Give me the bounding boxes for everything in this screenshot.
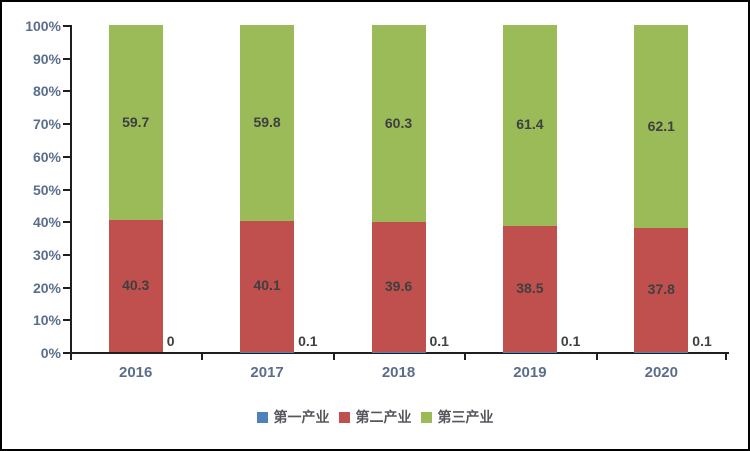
y-axis-tick-label: 30% — [32, 246, 61, 263]
bar-segment-第三产业 — [502, 25, 557, 226]
x-axis-tick — [464, 352, 467, 360]
bar-segment-第二产业 — [108, 220, 163, 352]
legend-swatch-icon — [420, 411, 432, 423]
bar-segment-第二产业 — [371, 222, 426, 352]
legend: 第一产业 第二产业 第三产业 — [2, 409, 748, 425]
legend-label: 第三产业 — [437, 409, 494, 425]
data-label-第一产业: 0.1 — [429, 333, 449, 349]
data-label-第三产业: 60.3 — [384, 114, 413, 131]
x-axis-tick — [70, 352, 72, 360]
legend-item-第三产业: 第三产业 — [420, 409, 494, 425]
y-axis-tick — [63, 188, 72, 191]
y-axis-tick — [63, 90, 72, 93]
legend-swatch-icon — [338, 411, 350, 423]
x-axis-category-label: 2020 — [644, 364, 678, 381]
y-axis-tick-label: 40% — [32, 214, 61, 231]
y-axis-tick — [63, 25, 72, 27]
bar-segment-第三产业 — [634, 25, 689, 229]
bar-segment-第三产业 — [108, 25, 163, 221]
y-axis-tick-label: 20% — [32, 279, 61, 296]
y-axis-tick-label: 70% — [32, 116, 61, 133]
x-axis-category-label: 2018 — [381, 364, 416, 381]
legend-item-第一产业: 第一产业 — [256, 409, 330, 425]
x-axis-tick — [725, 352, 727, 360]
data-label-第二产业: 40.3 — [122, 277, 150, 294]
y-axis-tick — [63, 253, 72, 256]
bar-segment-第二产业 — [240, 220, 295, 352]
bar-segment-第三产业 — [371, 25, 426, 223]
data-label-第二产业: 39.6 — [384, 277, 413, 294]
y-axis-tick — [63, 123, 72, 126]
y-axis-tick-label: 10% — [32, 312, 61, 329]
data-label-第一产业: 0.1 — [560, 333, 581, 349]
x-axis-line — [63, 352, 729, 354]
legend-label: 第二产业 — [355, 409, 412, 425]
data-label-第三产业: 59.7 — [122, 113, 150, 130]
y-axis-tick — [63, 155, 72, 158]
data-label-第一产业: 0 — [166, 333, 175, 349]
bar-segment-第二产业 — [634, 228, 689, 352]
x-axis-category-label: 2019 — [513, 364, 547, 381]
y-axis-tick — [63, 57, 72, 60]
y-axis-tick-label: 50% — [32, 181, 61, 198]
x-axis-tick — [332, 352, 335, 360]
y-axis-tick — [63, 286, 72, 289]
data-label-第三产业: 61.4 — [516, 116, 544, 133]
legend-label: 第一产业 — [273, 409, 330, 425]
data-label-第三产业: 62.1 — [647, 117, 675, 134]
y-axis-tick-label: 90% — [32, 50, 61, 67]
y-axis-tick — [63, 319, 72, 322]
y-axis-tick — [63, 352, 72, 354]
x-axis-category-label: 2017 — [250, 364, 284, 381]
bar-segment-第三产业 — [240, 25, 295, 221]
x-axis-category-label: 2016 — [119, 364, 153, 381]
legend-item-第二产业: 第二产业 — [338, 409, 412, 425]
y-axis-tick-label: 0% — [40, 345, 61, 361]
data-label-第三产业: 59.8 — [253, 113, 281, 130]
x-axis-tick — [201, 352, 204, 360]
data-label-第一产业: 0.1 — [692, 333, 712, 349]
data-label-第二产业: 38.5 — [516, 279, 544, 296]
data-label-第二产业: 40.1 — [253, 277, 281, 294]
data-label-第一产业: 0.1 — [298, 333, 318, 349]
legend-swatch-icon — [256, 411, 268, 423]
data-label-第二产业: 37.8 — [647, 280, 675, 297]
y-axis-tick-label: 100% — [25, 18, 61, 34]
y-axis-tick-label: 60% — [32, 148, 61, 165]
y-axis-tick-label: 80% — [32, 83, 61, 100]
x-axis-tick — [595, 352, 598, 360]
bar-segment-第二产业 — [502, 225, 557, 352]
y-axis-tick — [63, 221, 72, 224]
